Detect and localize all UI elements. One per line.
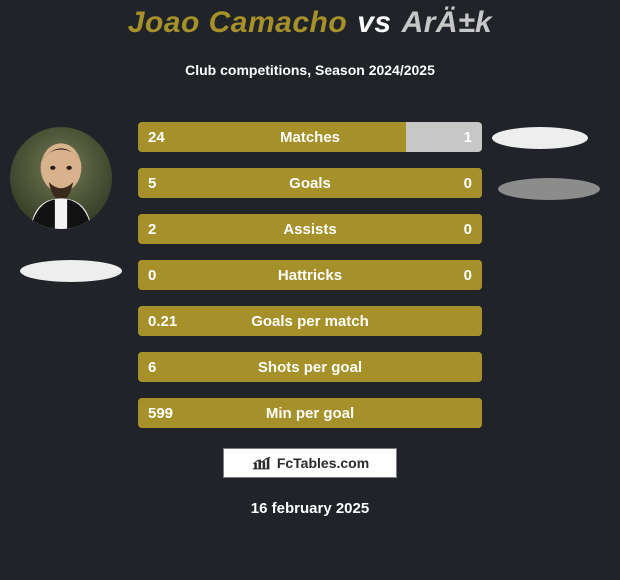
stat-label: Min per goal — [138, 398, 482, 428]
subtitle: Club competitions, Season 2024/2025 — [0, 62, 620, 78]
branding-text: FcTables.com — [277, 455, 369, 471]
stat-label: Matches — [138, 122, 482, 152]
date-text: 16 february 2025 — [0, 500, 620, 517]
stat-row: 20Assists — [138, 214, 482, 244]
stat-label: Shots per goal — [138, 352, 482, 382]
stat-row: 00Hattricks — [138, 260, 482, 290]
title-vs: vs — [357, 6, 391, 39]
branding-badge: FcTables.com — [223, 448, 397, 478]
title-player2: ArÄ±k — [402, 6, 493, 39]
stat-row: 6Shots per goal — [138, 352, 482, 382]
player2-club-oval-1 — [492, 127, 588, 149]
stat-row: 0.21Goals per match — [138, 306, 482, 336]
avatar-illustration — [10, 127, 112, 229]
comparison-infographic: Joao Camacho vs ArÄ±k Club competitions, S… — [0, 0, 620, 580]
stat-label: Goals — [138, 168, 482, 198]
player1-avatar — [10, 127, 112, 229]
page-title: Joao Camacho vs ArÄ±k — [0, 6, 620, 40]
stat-bars: 241Matches 50Goals 20Assists 00Hattricks 0.2… — [138, 122, 482, 444]
stat-label: Assists — [138, 214, 482, 244]
stat-row: 50Goals — [138, 168, 482, 198]
stat-row: 599Min per goal — [138, 398, 482, 428]
player1-club-oval — [20, 260, 122, 282]
branding-chart-icon — [251, 455, 271, 471]
stat-label: Hattricks — [138, 260, 482, 290]
stat-row: 241Matches — [138, 122, 482, 152]
title-player1: Joao Camacho — [128, 6, 347, 39]
player2-club-oval-2 — [498, 178, 600, 200]
stat-label: Goals per match — [138, 306, 482, 336]
